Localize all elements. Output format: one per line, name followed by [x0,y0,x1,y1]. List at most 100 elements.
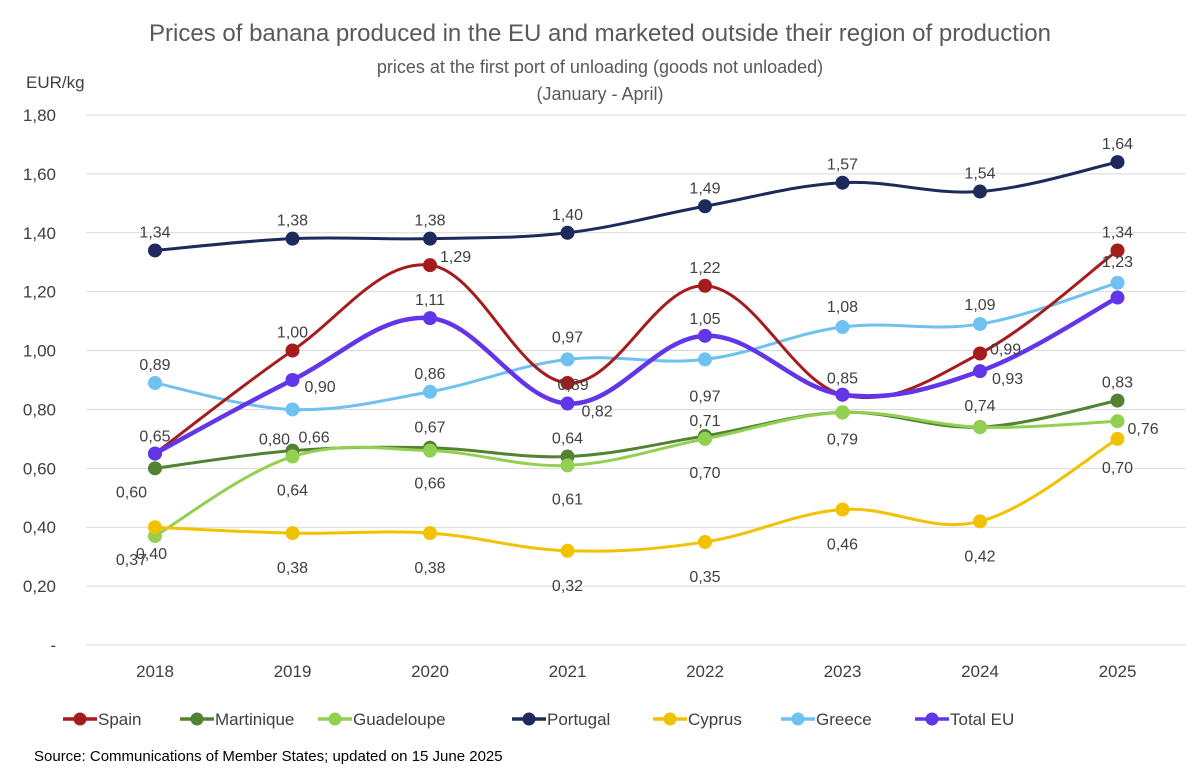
data-point [560,458,575,473]
gridlines [86,114,1186,646]
data-point [835,175,850,190]
data-label: 0,79 [827,431,858,448]
y-tick-label: 1,20 [23,283,56,302]
data-label: 0,37 [116,552,147,569]
data-point [285,402,300,417]
source-note: Source: Communications of Member States;… [34,748,503,765]
x-tick-label: 2020 [411,662,449,681]
data-point [698,352,712,367]
legend-item-greece: Greece [781,710,872,729]
data-point [423,384,437,399]
data-label: 0,70 [1102,460,1133,477]
legend-label: Total EU [950,710,1014,729]
x-tick-label: 2018 [136,662,174,681]
data-label: 0,89 [139,357,170,374]
data-label: 1,38 [414,213,445,230]
data-point [973,364,987,379]
data-label: 1,34 [1102,224,1133,241]
x-tick-label: 2019 [274,662,312,681]
data-point [560,396,575,411]
data-point [423,311,437,326]
data-point [423,231,437,246]
data-label: 0,85 [827,371,858,388]
series-line [153,248,1119,456]
data-point [698,199,712,214]
data-point [698,278,712,293]
legend-item-guadeloupe: Guadeloupe [318,710,446,729]
y-tick-label: 1,00 [23,342,56,361]
data-label: 0,97 [552,329,583,346]
data-point [835,320,850,334]
labels-martinique: 0,60 0,66 0,67 0,64 0,71 0,79 0,74 0,83 [116,375,1133,502]
data-point [148,375,162,390]
data-label: 1,49 [689,180,720,197]
legend-label: Martinique [215,710,294,729]
data-point [148,243,162,258]
y-tick-label: - [50,636,56,655]
data-labels: 0,65 1,00 1,29 0,89 1,22 0,99 1,34 0,60 0,66 0,67… [116,136,1159,595]
data-label: 1,29 [440,249,471,266]
labels-portugal: 1,34 1,38 1,38 1,40 1,49 1,57 1,54 1,64 [139,136,1133,241]
x-tick-label: 2021 [549,662,587,681]
data-point [148,446,162,461]
y-tick-label: 1,60 [23,165,56,184]
data-point [1110,393,1125,408]
series-total-eu [148,290,1125,461]
data-point [1110,243,1125,258]
data-point [1110,414,1125,429]
data-point [1110,275,1125,290]
data-label: 0,86 [414,366,445,383]
data-label: 0,97 [689,388,720,405]
data-label: 1,34 [139,224,170,241]
data-point [560,225,575,240]
data-label: 0,64 [552,431,583,448]
data-point [1110,431,1125,446]
legend-item-martinique: Martinique [180,710,294,729]
series-guadeloupe [148,405,1125,544]
data-label: 0,90 [305,379,336,396]
data-label: 1,00 [277,325,308,342]
data-label: 0,61 [552,491,583,508]
data-label: 0,76 [1128,421,1159,438]
series-lines [148,155,1125,558]
data-label: 1,09 [964,297,995,314]
series-cyprus [148,431,1125,558]
data-label: 0,42 [964,548,995,565]
data-label: 0,60 [116,484,147,501]
legend-marker [791,712,805,726]
data-label: 0,71 [689,413,720,430]
data-point [423,443,437,458]
chart-subtitle: prices at the first port of unloading (g… [377,57,823,77]
data-label: 1,23 [1102,254,1133,271]
labels-cyprus: 0,40 0,38 0,38 0,32 0,35 0,46 0,42 0,70 [136,460,1133,595]
data-label: 0,65 [139,429,170,446]
y-axis-label: EUR/kg [26,73,85,92]
data-label: 1,11 [415,292,445,309]
data-label: 0,46 [827,537,858,554]
data-point [698,431,712,446]
legend-label: Spain [98,710,141,729]
legend-item-spain: Spain [63,710,141,729]
data-point [835,387,850,402]
data-label: 0,93 [992,371,1023,388]
data-label: 1,57 [827,157,858,174]
data-point [148,461,162,476]
data-label: 0,80 [259,431,290,448]
data-label: 0,35 [689,569,720,586]
data-label: 0,70 [689,465,720,482]
y-tick-label: 0,20 [23,577,56,596]
legend-item-total-eu: Total EU [915,710,1014,729]
data-point [285,373,300,387]
data-label: 0,66 [299,430,330,447]
data-point [560,375,575,390]
data-point [1110,290,1125,305]
data-point [835,405,850,420]
legend-marker [190,712,204,726]
y-tick-label: 0,60 [23,459,56,478]
data-label: 1,64 [1102,136,1133,153]
data-point [835,502,850,517]
data-label: 0,74 [964,398,995,415]
legend-item-portugal: Portugal [512,710,610,729]
data-label: 1,38 [277,213,308,230]
legend-marker [663,712,677,726]
